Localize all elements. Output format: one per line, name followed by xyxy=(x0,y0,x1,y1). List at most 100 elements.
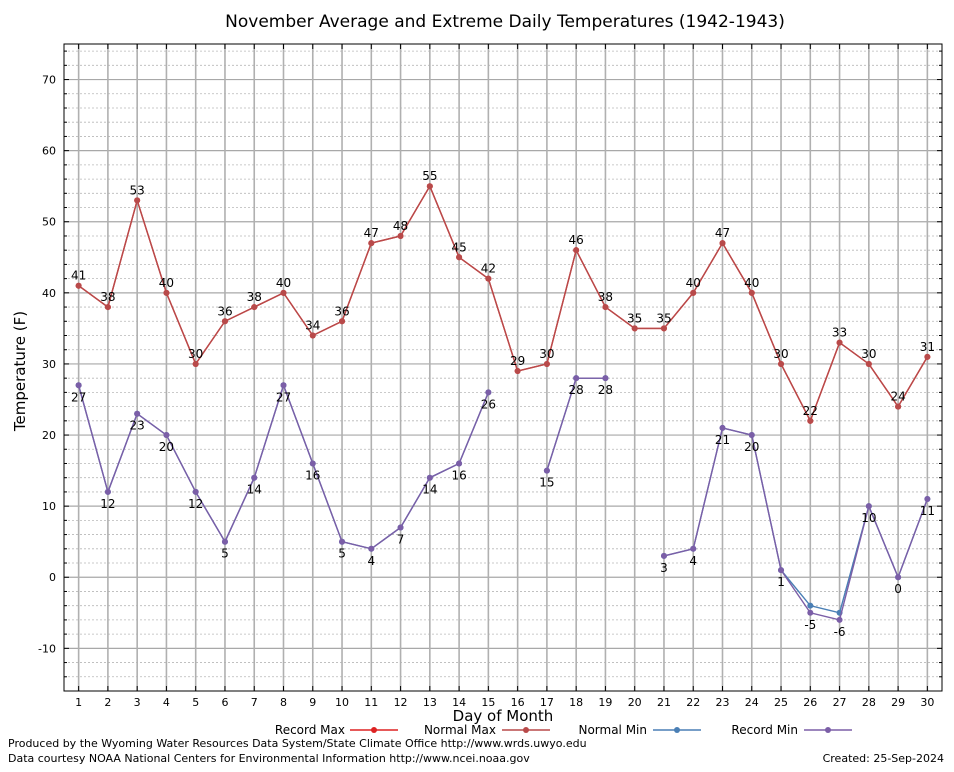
x-tick-label: 16 xyxy=(511,696,525,709)
record-min-point xyxy=(163,432,170,439)
x-tick-label: 25 xyxy=(774,696,788,709)
normal-max-data-label: 36 xyxy=(217,304,232,318)
normal-max-point xyxy=(251,304,258,311)
record-min-point xyxy=(251,474,258,481)
record-min-data-label: 28 xyxy=(598,383,613,397)
x-axis-label: Day of Month xyxy=(453,707,554,725)
record-min-point xyxy=(748,432,755,439)
record-min-point xyxy=(836,616,843,623)
x-tick-label: 5 xyxy=(192,696,199,709)
normal-max-data-label: 22 xyxy=(803,404,818,418)
record-min-data-label: 5 xyxy=(338,547,346,561)
record-min-point xyxy=(339,538,346,545)
y-tick-label: 10 xyxy=(42,500,56,513)
legend-marker-record-max xyxy=(371,727,377,733)
normal-max-data-label: 30 xyxy=(539,347,554,361)
normal-max-point xyxy=(836,339,843,346)
x-tick-label: 17 xyxy=(540,696,554,709)
normal-max-point xyxy=(104,304,111,311)
record-min-data-label: 27 xyxy=(71,390,86,404)
normal-max-data-label: 38 xyxy=(100,290,115,304)
record-min-point xyxy=(807,609,814,616)
record-min-point xyxy=(397,524,404,531)
record-min-data-label: 14 xyxy=(247,483,262,497)
record-min-data-label: 21 xyxy=(715,433,730,447)
normal-max-point xyxy=(807,417,814,424)
y-tick-label: 50 xyxy=(42,216,56,229)
normal-max-point xyxy=(778,360,785,367)
record-min-data-label: -6 xyxy=(834,625,846,639)
normal-max-data-label: 29 xyxy=(510,354,525,368)
footer-credit-2: Data courtesy NOAA National Centers for … xyxy=(8,752,530,765)
normal-max-point xyxy=(602,304,609,311)
normal-max-data-label: 55 xyxy=(422,169,437,183)
normal-max-data-label: 41 xyxy=(71,269,86,283)
record-min-data-label: 28 xyxy=(569,383,584,397)
record-min-data-label: 1 xyxy=(777,575,785,589)
normal-max-point xyxy=(221,318,228,325)
normal-max-point xyxy=(309,332,316,339)
y-tick-label: -10 xyxy=(38,642,56,655)
normal-max-data-label: 34 xyxy=(305,319,320,333)
record-min-point xyxy=(134,410,141,417)
normal-max-point xyxy=(339,318,346,325)
x-tick-label: 13 xyxy=(423,696,437,709)
y-axis-label: Temperature (F) xyxy=(11,311,29,432)
record-min-point xyxy=(368,545,375,552)
record-min-point xyxy=(221,538,228,545)
y-tick-label: 70 xyxy=(42,74,56,87)
record-min-data-label: 23 xyxy=(130,419,145,433)
normal-max-data-label: 47 xyxy=(364,226,379,240)
record-min-point xyxy=(485,389,492,396)
record-min-point xyxy=(924,496,931,503)
normal-max-point xyxy=(924,353,931,360)
record-min-point xyxy=(75,382,82,389)
normal-max-data-label: 42 xyxy=(481,262,496,276)
record-min-data-label: 4 xyxy=(367,554,375,568)
footer-credit-1: Produced by the Wyoming Water Resources … xyxy=(8,737,587,750)
record-min-data-label: -5 xyxy=(804,618,816,632)
normal-max-data-label: 36 xyxy=(334,304,349,318)
x-tick-label: 4 xyxy=(163,696,170,709)
x-tick-label: 24 xyxy=(745,696,759,709)
record-min-data-label: 26 xyxy=(481,397,496,411)
record-min-data-label: 3 xyxy=(660,561,668,575)
normal-max-data-label: 53 xyxy=(130,183,145,197)
record-min-point xyxy=(573,375,580,382)
record-min-point xyxy=(602,375,609,382)
record-min-point xyxy=(719,424,726,431)
record-min-data-label: 16 xyxy=(305,468,320,482)
normal-max-point xyxy=(75,282,82,289)
x-tick-label: 12 xyxy=(394,696,408,709)
legend-marker-normal-min xyxy=(674,727,680,733)
normal-max-data-label: 30 xyxy=(861,347,876,361)
normal-max-point xyxy=(485,275,492,282)
normal-max-data-label: 30 xyxy=(188,347,203,361)
x-tick-label: 20 xyxy=(628,696,642,709)
plot-area xyxy=(64,44,942,691)
normal-max-data-label: 46 xyxy=(569,233,584,247)
y-tick-label: 0 xyxy=(49,571,56,584)
normal-max-point xyxy=(865,360,872,367)
x-tick-label: 8 xyxy=(280,696,287,709)
record-min-point xyxy=(865,503,872,510)
normal-max-point xyxy=(426,183,433,190)
record-min-data-label: 27 xyxy=(276,390,291,404)
x-tick-label: 22 xyxy=(686,696,700,709)
normal-max-line xyxy=(78,184,928,423)
record-min-data-label: 20 xyxy=(159,440,174,454)
record-min-data-label: 4 xyxy=(689,554,697,568)
normal-max-point xyxy=(397,232,404,239)
x-tick-label: 30 xyxy=(920,696,934,709)
y-tick-label: 30 xyxy=(42,358,56,371)
record-min-data-label: 20 xyxy=(744,440,759,454)
normal-max-data-label: 40 xyxy=(276,276,291,290)
y-tick-label: 20 xyxy=(42,429,56,442)
x-tick-label: 9 xyxy=(309,696,316,709)
normal-max-point xyxy=(543,360,550,367)
x-tick-label: 28 xyxy=(862,696,876,709)
normal-max-data-label: 38 xyxy=(598,290,613,304)
record-min-point xyxy=(309,460,316,467)
x-tick-label: 21 xyxy=(657,696,671,709)
